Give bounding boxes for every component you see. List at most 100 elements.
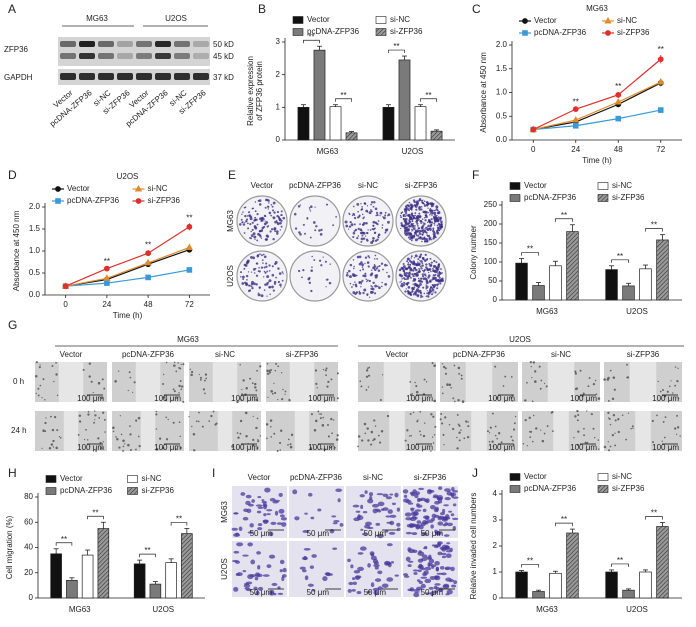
cell (137, 416, 141, 420)
invaded-cell (277, 592, 284, 595)
significance-bracket (139, 553, 156, 558)
wound-gap (294, 411, 310, 451)
colony (405, 206, 408, 210)
invaded-cell (234, 512, 238, 515)
bar (515, 262, 528, 301)
colony (414, 254, 418, 258)
colony (424, 228, 426, 230)
colony (421, 226, 424, 229)
colony (418, 212, 421, 215)
colony (352, 274, 355, 277)
colony (405, 205, 408, 208)
colony (273, 211, 276, 214)
colony (258, 203, 262, 206)
cell (526, 445, 528, 447)
colony (436, 287, 439, 290)
colony (415, 203, 419, 206)
invaded-cell (425, 592, 432, 595)
colony (421, 275, 425, 278)
colony (361, 279, 364, 282)
legend-swatch (127, 487, 138, 495)
invaded-cell (443, 534, 450, 537)
colony (244, 214, 247, 218)
colony (412, 283, 414, 286)
legend-label: pcDNA-ZFP36 (524, 193, 577, 202)
point (657, 56, 664, 63)
colony (374, 221, 378, 225)
colony (256, 239, 259, 242)
legend-label: Vector (524, 181, 547, 190)
cell (583, 434, 585, 437)
row-label: GAPDH (4, 73, 33, 82)
cell (323, 448, 326, 451)
point (186, 223, 193, 230)
invaded-cell (420, 583, 426, 589)
colony (266, 275, 270, 279)
invaded-cell (441, 572, 447, 576)
cell (52, 439, 55, 443)
invaded-cell (410, 507, 415, 510)
colony (428, 238, 431, 241)
cell (179, 446, 182, 449)
invaded-cell (359, 546, 367, 551)
colony (401, 267, 405, 271)
invaded-cell (438, 486, 443, 491)
invaded-cell (353, 517, 360, 522)
colony (429, 214, 431, 216)
invaded-cell (435, 575, 441, 581)
invaded-cell (402, 489, 409, 494)
cell (672, 392, 674, 394)
colony (437, 216, 440, 218)
cell (179, 380, 182, 382)
colony (250, 285, 253, 288)
colony (387, 220, 390, 224)
cell (577, 430, 580, 433)
column-label: pcDNA-ZFP36 (290, 473, 343, 482)
cell (327, 435, 330, 438)
cell (165, 399, 168, 402)
cell (377, 434, 380, 437)
wound-gap (629, 362, 657, 402)
cell (423, 422, 426, 424)
invaded-cell (257, 586, 264, 591)
colony (404, 215, 407, 218)
cell (576, 410, 579, 413)
cell (357, 435, 361, 438)
cell (181, 385, 184, 388)
colony (402, 213, 405, 216)
colony (404, 290, 407, 293)
invaded-cell (390, 561, 395, 564)
colony (367, 255, 370, 258)
colony (369, 229, 372, 231)
significance-label: ** (308, 32, 314, 41)
cell (90, 380, 93, 383)
scale-label: 100 μm (652, 443, 679, 452)
cell (55, 373, 58, 376)
cell (279, 429, 283, 432)
cell (491, 412, 494, 415)
cell (321, 424, 325, 427)
group-label: MG63 (86, 14, 108, 23)
x-tick-label: MG63 (69, 605, 91, 614)
cell (576, 443, 580, 447)
invaded-cell (246, 508, 252, 514)
invaded-cell (405, 531, 413, 535)
colony (250, 282, 254, 286)
cell (531, 400, 534, 403)
invaded-cell (372, 503, 380, 508)
colony (247, 222, 249, 225)
colony (426, 205, 429, 207)
colony (311, 255, 313, 258)
y-tick-label: 2.0 (29, 202, 41, 211)
invaded-cell (430, 504, 436, 510)
colony (246, 260, 250, 264)
cell (575, 387, 579, 390)
colony (268, 211, 272, 215)
invaded-cell (409, 587, 414, 591)
bar (149, 583, 162, 599)
invaded-cell (445, 593, 450, 596)
invaded-cell (452, 526, 456, 531)
colony (354, 281, 356, 283)
colony (425, 263, 428, 266)
cell (214, 423, 217, 426)
